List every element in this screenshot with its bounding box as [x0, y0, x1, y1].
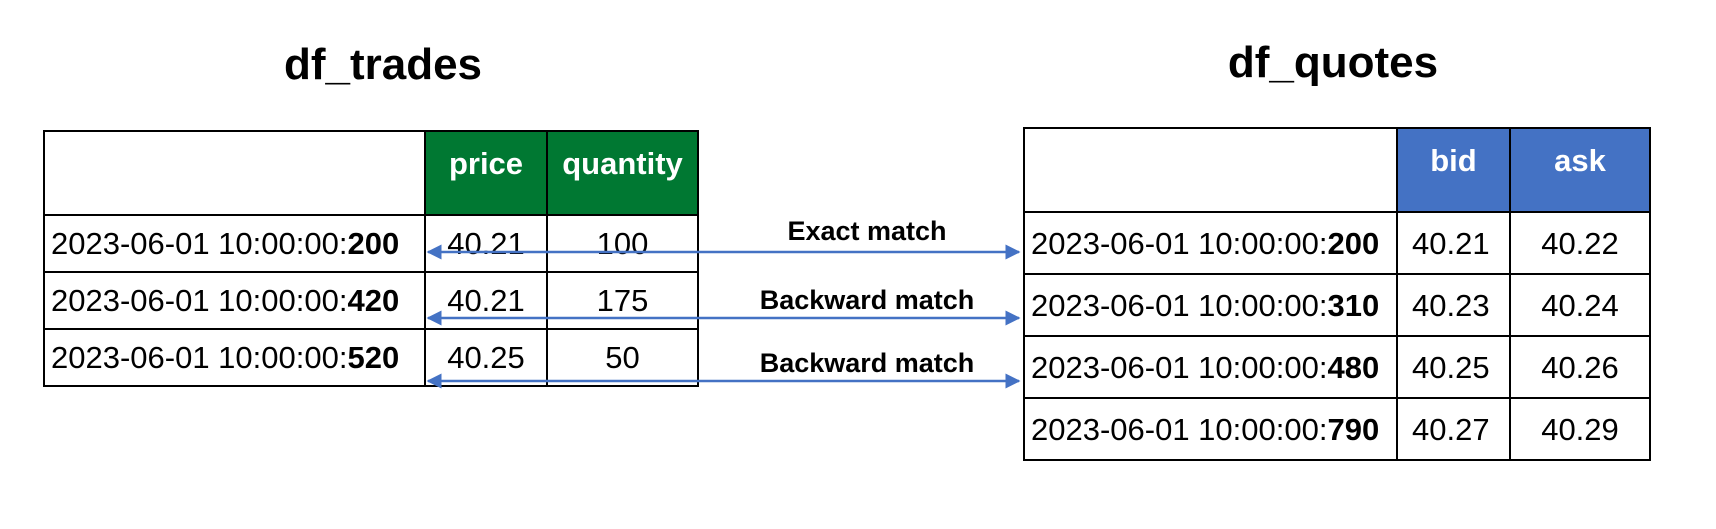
timestamp-prefix: 2023-06-01 10:00:00:: [1031, 287, 1328, 323]
trades-header-quantity: quantity: [546, 130, 699, 216]
quotes-header-bid: bid: [1396, 127, 1511, 213]
trade-timestamp: 2023-06-01 10:00:00:200: [43, 214, 426, 273]
timestamp-ms: 480: [1327, 349, 1380, 385]
quotes-table: bid ask 2023-06-01 10:00:00:200 40.21 40…: [1023, 127, 1651, 461]
timestamp-ms: 520: [347, 340, 400, 375]
timestamp-ms: 310: [1327, 287, 1380, 323]
match-label-exact: Exact match: [787, 216, 947, 246]
trades-index-header: [43, 130, 426, 216]
table-row: 2023-06-01 10:00:00:520 40.25 50: [43, 328, 699, 387]
timestamp-prefix: 2023-06-01 10:00:00:: [1031, 349, 1328, 385]
trade-timestamp: 2023-06-01 10:00:00:520: [43, 328, 426, 387]
quote-timestamp: 2023-06-01 10:00:00:790: [1023, 397, 1398, 461]
trade-timestamp: 2023-06-01 10:00:00:420: [43, 271, 426, 330]
trades-header-price: price: [424, 130, 548, 216]
quote-timestamp: 2023-06-01 10:00:00:480: [1023, 335, 1398, 399]
quote-timestamp: 2023-06-01 10:00:00:200: [1023, 211, 1398, 275]
trades-table: price quantity 2023-06-01 10:00:00:200 4…: [43, 130, 699, 387]
trade-quantity: 100: [546, 214, 699, 273]
quotes-title: df_quotes: [1227, 38, 1439, 87]
match-label-backward: Backward match: [759, 348, 975, 378]
timestamp-prefix: 2023-06-01 10:00:00:: [51, 226, 348, 261]
timestamp-ms: 200: [347, 226, 400, 261]
timestamp-prefix: 2023-06-01 10:00:00:: [1031, 411, 1328, 447]
quote-ask: 40.26: [1509, 335, 1651, 399]
quote-bid: 40.21: [1396, 211, 1511, 275]
timestamp-ms: 790: [1327, 411, 1380, 447]
table-row: 2023-06-01 10:00:00:790 40.27 40.29: [1023, 397, 1651, 461]
quote-ask: 40.29: [1509, 397, 1651, 461]
timestamp-prefix: 2023-06-01 10:00:00:: [1031, 225, 1328, 261]
table-row: 2023-06-01 10:00:00:200 40.21 40.22: [1023, 211, 1651, 275]
timestamp-ms: 200: [1327, 225, 1380, 261]
quotes-index-header: [1023, 127, 1398, 213]
table-row: 2023-06-01 10:00:00:480 40.25 40.26: [1023, 335, 1651, 399]
quote-bid: 40.23: [1396, 273, 1511, 337]
quote-timestamp: 2023-06-01 10:00:00:310: [1023, 273, 1398, 337]
quotes-header-ask: ask: [1509, 127, 1651, 213]
trades-header-row: price quantity: [43, 130, 699, 216]
quotes-header-row: bid ask: [1023, 127, 1651, 213]
quote-bid: 40.25: [1396, 335, 1511, 399]
quote-ask: 40.24: [1509, 273, 1651, 337]
quote-ask: 40.22: [1509, 211, 1651, 275]
match-label-backward: Backward match: [759, 285, 975, 315]
trades-title: df_trades: [283, 40, 483, 89]
timestamp-ms: 420: [347, 283, 400, 318]
table-row: 2023-06-01 10:00:00:310 40.23 40.24: [1023, 273, 1651, 337]
quote-bid: 40.27: [1396, 397, 1511, 461]
timestamp-prefix: 2023-06-01 10:00:00:: [51, 340, 348, 375]
timestamp-prefix: 2023-06-01 10:00:00:: [51, 283, 348, 318]
